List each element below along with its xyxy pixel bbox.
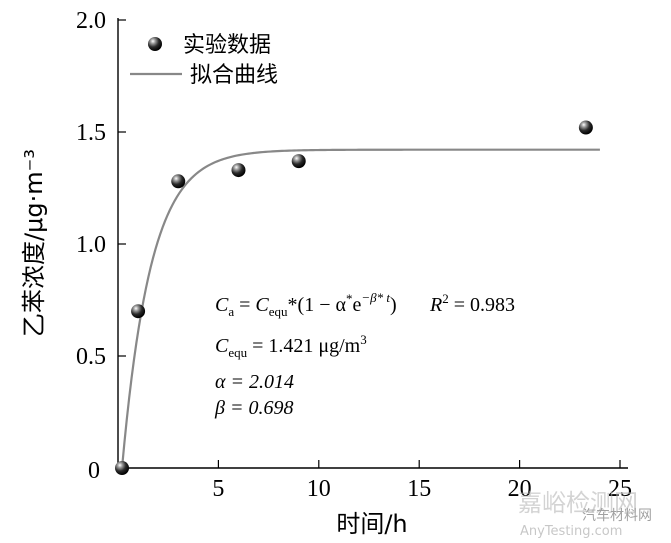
watermark: 嘉峪检测网 AnyTesting.com 汽车材料网 xyxy=(518,489,652,539)
y-tick-label: 1.5 xyxy=(76,120,106,146)
origin-label: 0 xyxy=(88,458,100,484)
fit-curve-line xyxy=(120,148,600,469)
equation-line: Ca = Cequ*(1 − α*e−β* t) xyxy=(215,290,397,319)
x-tick-label: 5 xyxy=(212,476,224,502)
tick-labels: 5 10 15 20 25 0.5 1.0 1.5 2.0 0 xyxy=(76,8,632,502)
data-point xyxy=(291,154,306,169)
ticks xyxy=(118,19,621,468)
legend-label-experimental: 实验数据 xyxy=(183,33,271,58)
cequ-line: Cequ = 1.421 μg/m3 xyxy=(215,332,367,360)
watermark-account: 汽车材料网 xyxy=(582,507,652,524)
watermark-brand-en: AnyTesting.com xyxy=(520,524,622,539)
watermark-brand-cn: 嘉峪检测网 xyxy=(518,489,638,517)
data-point xyxy=(115,461,130,475)
data-point xyxy=(131,304,146,319)
x-tick-label: 10 xyxy=(307,476,331,502)
beta-line: β = 0.698 xyxy=(214,397,293,419)
data-point xyxy=(171,174,186,189)
x-tick-label: 25 xyxy=(608,476,632,502)
x-axis-title: 时间/h xyxy=(336,510,407,538)
y-axis-title: 乙苯浓度/μg·m⁻³ xyxy=(20,149,48,337)
y-tick-label: 0.5 xyxy=(76,344,106,370)
y-tick-label: 1.0 xyxy=(76,232,106,258)
legend-label-fit: 拟合曲线 xyxy=(190,63,278,88)
alpha-line: α = 2.014 xyxy=(215,371,294,393)
r-squared-label: R2 = 0.983 xyxy=(429,291,515,316)
legend: 实验数据 拟合曲线 xyxy=(130,33,278,88)
legend-marker-experimental xyxy=(148,37,162,51)
x-tick-label: 20 xyxy=(508,476,532,502)
data-points xyxy=(115,120,593,475)
data-point xyxy=(578,120,593,135)
y-tick-label: 2.0 xyxy=(76,8,106,34)
data-point xyxy=(231,163,246,178)
equation-annotation: Ca = Cequ*(1 − α*e−β* t) R2 = 0.983 Cequ… xyxy=(214,290,515,419)
x-tick-label: 15 xyxy=(407,476,431,502)
